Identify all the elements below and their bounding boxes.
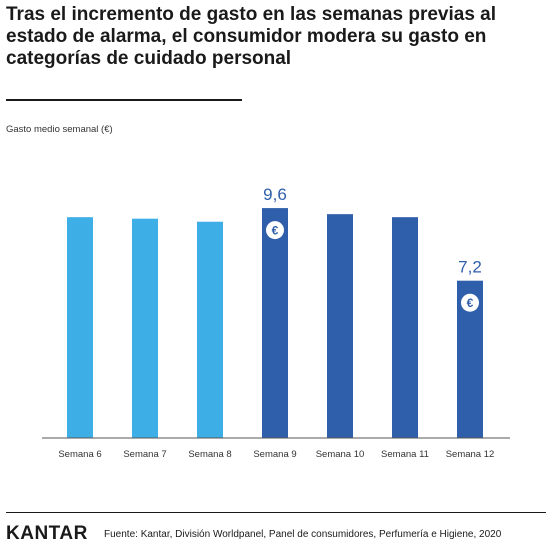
x-tick-label: Semana 11: [381, 449, 429, 460]
x-tick-label: Semana 7: [123, 449, 166, 460]
labels-layer: Semana 6 Semana 7 Semana 8 Semana 9 9,6 € Sema…: [58, 185, 494, 460]
x-tick-label: Semana 10: [316, 449, 365, 460]
y-axis-label: Gasto medio semanal (€): [6, 124, 113, 135]
kantar-logo: KANTAR: [6, 523, 88, 544]
title-underline: [6, 99, 242, 101]
data-label: 9,6: [263, 185, 287, 204]
euro-coin-icon: €: [266, 221, 284, 240]
x-tick-label: Semana 6: [58, 449, 101, 460]
source-note: Fuente: Kantar, División Worldpanel, Pan…: [104, 529, 502, 540]
svg-text:€: €: [467, 296, 474, 310]
euro-coin-icon: €: [461, 293, 479, 312]
x-tick-label: Semana 9: [253, 449, 296, 460]
x-tick-label: Semana 12: [446, 449, 495, 460]
bar-semana-9: [262, 208, 288, 438]
bar-semana-7: [132, 218, 158, 438]
bar-semana-11: [392, 217, 418, 438]
bar-semana-8: [197, 221, 223, 438]
x-tick-label: Semana 8: [188, 449, 231, 460]
bars-layer: [67, 208, 483, 438]
bar-semana-6: [67, 217, 93, 438]
data-label: 7,2: [458, 258, 482, 277]
chart-title: Tras el incremento de gasto en las seman…: [6, 4, 497, 69]
bar-semana-10: [327, 214, 353, 438]
footer-divider: [6, 512, 546, 513]
svg-text:€: €: [272, 224, 279, 238]
